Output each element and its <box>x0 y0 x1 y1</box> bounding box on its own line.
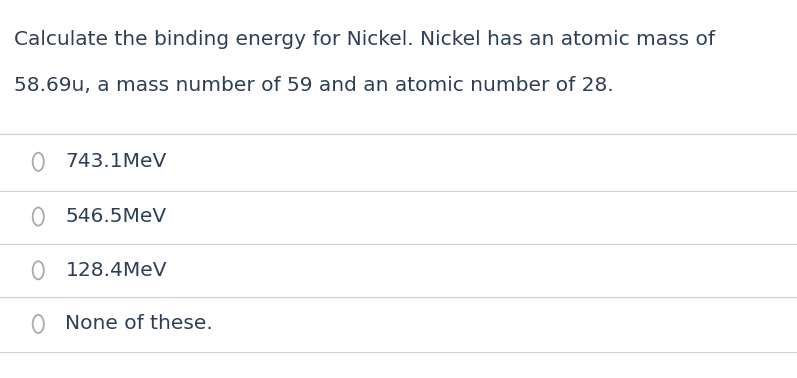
Text: 546.5MeV: 546.5MeV <box>65 207 167 226</box>
Text: 58.69u, a mass number of 59 and an atomic number of 28.: 58.69u, a mass number of 59 and an atomi… <box>14 76 614 94</box>
Text: None of these.: None of these. <box>65 314 213 333</box>
Text: 128.4MeV: 128.4MeV <box>65 261 167 280</box>
Text: 743.1MeV: 743.1MeV <box>65 152 167 171</box>
Text: Calculate the binding energy for Nickel. Nickel has an atomic mass of: Calculate the binding energy for Nickel.… <box>14 30 716 49</box>
